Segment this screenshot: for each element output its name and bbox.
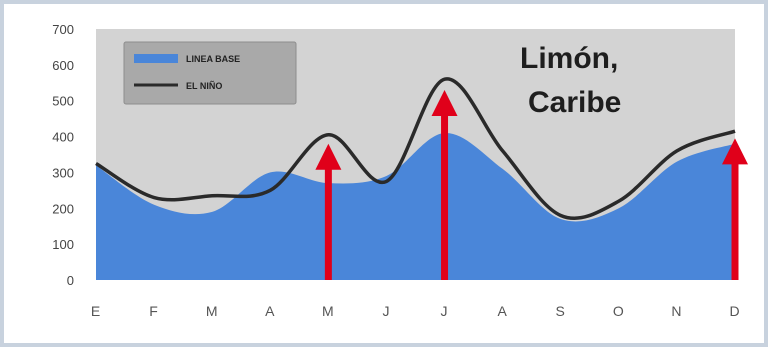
x-tick-label: N bbox=[671, 303, 682, 319]
annotation-arrows bbox=[315, 89, 748, 280]
y-tick-label: 700 bbox=[52, 22, 74, 37]
red-arrow bbox=[315, 143, 342, 280]
x-tick-label: O bbox=[613, 303, 625, 319]
x-tick-label: A bbox=[497, 303, 507, 319]
legend-label-linea-base: LINEA BASE bbox=[186, 54, 240, 64]
x-tick-label: S bbox=[556, 303, 566, 319]
y-tick-label: 400 bbox=[52, 130, 74, 145]
arrow-head bbox=[431, 89, 458, 116]
legend-box bbox=[123, 41, 297, 105]
y-axis: 0 100 200 300 400 500 600 700 bbox=[52, 22, 74, 288]
arrow-head bbox=[315, 143, 342, 170]
x-tick-label: F bbox=[149, 303, 159, 319]
x-tick-label: A bbox=[265, 303, 275, 319]
x-tick-label: J bbox=[382, 303, 390, 319]
legend-swatch-linea-base bbox=[134, 54, 178, 63]
x-tick-label: M bbox=[206, 303, 219, 319]
x-tick-label: D bbox=[729, 303, 740, 319]
arrow-head bbox=[722, 138, 748, 165]
y-tick-label: 300 bbox=[52, 165, 74, 180]
x-tick-label: J bbox=[441, 303, 449, 319]
series-line-el-nino bbox=[95, 77, 736, 221]
legend: LINEA BASE EL NIÑO bbox=[123, 41, 297, 105]
red-arrow bbox=[431, 89, 458, 280]
y-tick-label: 100 bbox=[52, 237, 74, 252]
chart-title-line-2: Caribe bbox=[528, 86, 621, 119]
y-tick-label: 600 bbox=[52, 58, 74, 73]
chart-title-line-1: Limón, bbox=[520, 42, 618, 75]
x-tick-label: E bbox=[91, 303, 101, 319]
y-tick-label: 0 bbox=[67, 273, 74, 288]
series-area-linea-base bbox=[96, 132, 735, 280]
red-arrow bbox=[722, 138, 748, 280]
x-tick-label: M bbox=[322, 303, 335, 319]
y-tick-label: 500 bbox=[52, 94, 74, 109]
legend-label-el-nino: EL NIÑO bbox=[186, 81, 222, 91]
y-tick-label: 200 bbox=[52, 201, 74, 216]
